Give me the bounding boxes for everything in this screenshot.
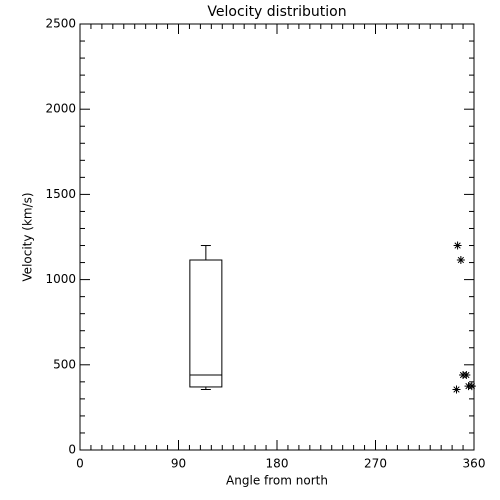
y-tick-label: 500	[53, 357, 76, 371]
y-tick-label: 0	[68, 443, 76, 457]
x-tick-label: 270	[364, 457, 387, 471]
plot-frame	[79, 23, 475, 451]
y-tick-label: 1000	[45, 272, 76, 286]
box	[189, 259, 223, 388]
asterisk-point	[467, 382, 476, 391]
y-tick-label: 2000	[45, 102, 76, 116]
asterisk-point	[453, 241, 462, 250]
x-tick-label: 0	[76, 457, 84, 471]
y-tick-label: 1500	[45, 187, 76, 201]
asterisk-point	[462, 371, 471, 380]
x-tick-label: 180	[266, 457, 289, 471]
asterisk-point	[456, 256, 465, 265]
y-tick-label: 2500	[45, 17, 76, 31]
asterisk-point	[452, 385, 461, 394]
x-axis-label: Angle from north	[226, 474, 328, 488]
x-tick-label: 90	[171, 457, 186, 471]
chart-title: Velocity distribution	[207, 4, 346, 20]
y-axis-label: Velocity (km/s)	[21, 192, 35, 281]
x-tick-label: 360	[463, 457, 486, 471]
